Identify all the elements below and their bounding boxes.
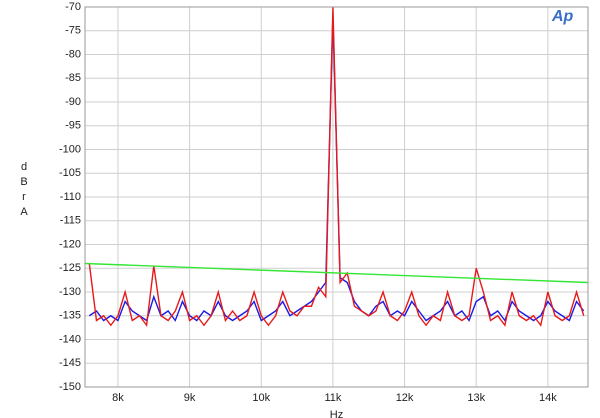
x-tick-label: 13k bbox=[467, 392, 485, 404]
plot-border bbox=[84, 6, 589, 388]
y-tick-label: -145 bbox=[59, 357, 81, 369]
y-tick-label: -150 bbox=[59, 381, 81, 393]
y-tick-label: -105 bbox=[59, 167, 81, 179]
x-axis-label: Hz bbox=[330, 409, 343, 418]
y-tick-label: -125 bbox=[59, 262, 81, 274]
y-tick-label: -80 bbox=[65, 48, 81, 60]
x-tick-label: 11k bbox=[324, 392, 341, 404]
y-tick-label: -120 bbox=[59, 238, 81, 250]
y-tick-label: -90 bbox=[65, 96, 81, 108]
y-tick-label: -130 bbox=[59, 286, 81, 298]
y-tick-label: -70 bbox=[65, 1, 81, 13]
y-tick-label: -110 bbox=[60, 191, 81, 203]
y-axis-label: dBr A bbox=[20, 161, 29, 218]
y-tick-label: -75 bbox=[65, 25, 81, 37]
y-tick-label: -85 bbox=[65, 72, 81, 84]
logo: Ap bbox=[552, 8, 574, 25]
x-tick-label: 8k bbox=[112, 392, 124, 404]
y-tick-label: -140 bbox=[59, 333, 81, 345]
y-tick-label: -100 bbox=[59, 143, 81, 155]
x-tick-label: 14k bbox=[539, 392, 557, 404]
y-tick-label: -135 bbox=[59, 310, 81, 322]
y-tick-label: -115 bbox=[60, 215, 81, 227]
series-line bbox=[88, 7, 585, 328]
y-tick-label: -95 bbox=[65, 120, 81, 132]
x-tick-label: 12k bbox=[396, 392, 414, 404]
series-line bbox=[85, 262, 588, 284]
x-tick-label: 9k bbox=[184, 392, 196, 404]
x-tick-label: 10k bbox=[252, 392, 270, 404]
